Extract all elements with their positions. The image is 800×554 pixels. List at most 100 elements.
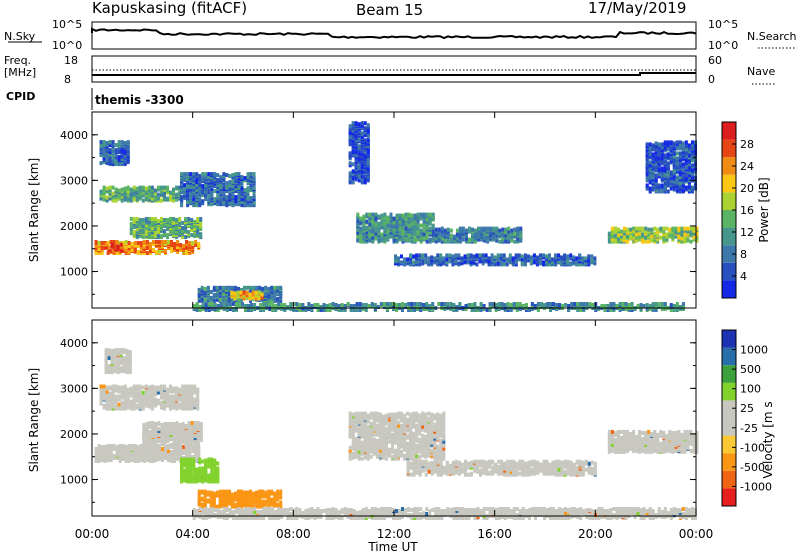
power-cell: [509, 308, 513, 312]
velocity-cell: [127, 455, 131, 459]
velocity-cell: [153, 397, 157, 402]
y-tick-label: 2000: [60, 220, 88, 233]
power-cell: [672, 159, 676, 164]
power-cell: [677, 234, 681, 239]
power-cell: [681, 302, 685, 306]
power-cell: [505, 257, 509, 262]
power-cell: [150, 185, 154, 190]
power-cell: [614, 226, 617, 231]
power-cell: [204, 303, 208, 307]
power-cell: [176, 240, 180, 244]
nave-tick-bottom: 0: [708, 73, 715, 86]
power-cell: [654, 185, 658, 190]
power-cell: [201, 303, 205, 307]
power-cell: [178, 196, 182, 201]
power-cell: [400, 254, 403, 259]
power-cell: [663, 166, 667, 171]
power-cell: [197, 291, 201, 296]
power-cell: [144, 226, 148, 230]
power-cell: [115, 240, 119, 244]
velocity-cell: [190, 389, 194, 394]
power-cell: [215, 285, 219, 290]
power-cell: [348, 176, 352, 181]
power-cell: [412, 254, 416, 259]
power-cell: [363, 174, 367, 179]
power-cell: [182, 244, 186, 248]
power-cell: [331, 302, 335, 306]
velocity-cell: [141, 390, 145, 395]
power-cell: [157, 249, 161, 253]
power-cell: [138, 191, 142, 196]
velocity-cell: [114, 404, 118, 409]
power-cell: [160, 234, 163, 239]
power-cell: [526, 254, 530, 259]
power-cell: [236, 290, 240, 295]
colorbar-tick-label: 12: [740, 226, 754, 239]
velocity-cell: [136, 455, 140, 459]
power-cell: [439, 253, 443, 258]
power-cell: [570, 302, 574, 306]
power-cell: [536, 305, 540, 309]
velocity-cell: [115, 445, 119, 449]
power-cell: [106, 241, 110, 245]
power-cell: [135, 227, 139, 231]
power-cell: [230, 285, 234, 290]
velocity-cell: [169, 394, 172, 399]
power-cell: [366, 159, 370, 164]
power-cell: [669, 303, 673, 307]
power-cell: [493, 255, 497, 260]
power-cell: [225, 201, 229, 206]
power-cell: [124, 240, 128, 244]
power-cell: [419, 212, 423, 217]
power-cell: [203, 286, 207, 291]
power-cell: [189, 172, 193, 177]
power-cell: [458, 226, 462, 231]
power-cell: [169, 195, 172, 200]
power-cell: [600, 304, 604, 308]
velocity-cell: [161, 451, 164, 455]
power-cell: [539, 253, 542, 258]
cpid-label: CPID: [6, 90, 35, 103]
power-cell: [138, 224, 142, 228]
power-cell: [623, 226, 626, 231]
velocity-cell: [164, 454, 167, 458]
power-cell: [653, 231, 657, 236]
power-cell: [160, 185, 163, 190]
power-cell: [561, 304, 565, 308]
power-cell: [495, 226, 499, 231]
date-title: 17/May/2019: [588, 0, 686, 17]
power-cell: [502, 253, 506, 258]
power-cell: [120, 187, 124, 192]
power-cell: [452, 303, 456, 307]
power-cell: [451, 258, 455, 263]
velocity-cell: [156, 398, 160, 403]
power-cell: [535, 255, 539, 260]
power-cell: [178, 230, 182, 235]
power-cell: [252, 172, 256, 177]
power-cell: [672, 146, 676, 151]
power-cell: [111, 140, 115, 145]
power-cell: [572, 255, 576, 260]
power-cell: [389, 302, 392, 306]
power-cell: [104, 242, 108, 247]
power-cell: [672, 141, 676, 146]
power-cell: [657, 153, 661, 158]
power-cell: [354, 138, 358, 143]
power-cell: [552, 302, 555, 306]
power-cell: [111, 191, 115, 196]
power-cell: [178, 223, 182, 227]
power-cell: [301, 303, 305, 307]
power-cell: [678, 305, 682, 309]
power-cell: [666, 152, 670, 157]
power-cell: [204, 197, 208, 202]
power-cell: [111, 159, 115, 164]
power-cell: [237, 193, 241, 198]
power-cell: [121, 241, 125, 245]
power-cell: [371, 212, 375, 217]
velocity-cell: [160, 423, 164, 427]
power-cell: [201, 184, 205, 189]
y-tick-label: 4000: [60, 129, 88, 142]
power-cell: [692, 226, 696, 231]
power-cell: [244, 307, 247, 311]
velocity-cell: [109, 444, 113, 448]
